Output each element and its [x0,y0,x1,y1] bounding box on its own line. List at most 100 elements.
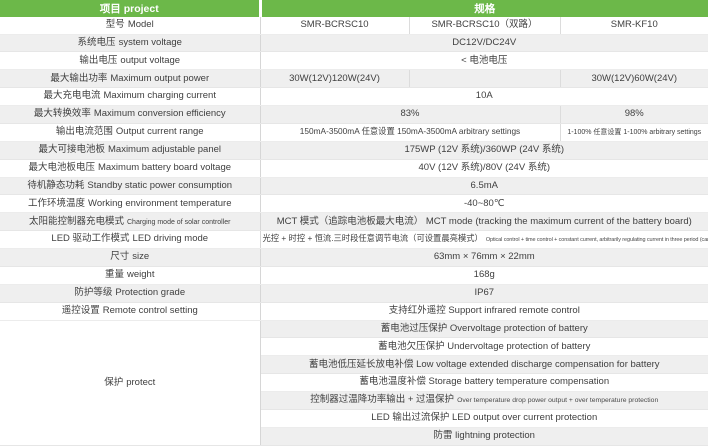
table-row: 最大可接电池板 Maximum adjustable panel 175WP (12… [0,141,708,160]
spec-value-text: < 电池电压 [461,54,508,66]
row-label-cn: 待机静态功耗 [27,179,85,191]
spec-value-text: 40V (12V 系统)/80V (24V 系统) [418,161,550,173]
spec-value-subtext: Optical control + time control + constan… [485,237,708,244]
spec-value-text: -40~80℃ [463,197,505,209]
row-label-cn: 防护等级 [74,287,113,299]
spec-value-text: 蓄电池低压延长放电补偿 Low voltage extended dischar… [308,358,660,370]
row-label-en: Remote control setting [102,304,198,316]
spec-value-cell: 150mA-3500mA 任意设置 150mA-3500mA arbitrary… [259,123,560,142]
table-row: 控制器过温降功率输出 + 过温保护 Over temperature drop p… [0,391,708,410]
spec-value-text: 蓄电池过压保护 Overvoltage protection of batter… [380,322,588,334]
spec-value-cell: MCT 模式（追踪电池板最大电流） MCT mode (tracking the… [259,212,708,232]
table-row: 防护等级 Protection grade IP67 [0,284,708,303]
row-label-cell: 最大电池板电压 Maximum battery board voltage [0,159,261,178]
table-row: 输出电压 output voltage < 电池电压 [0,51,708,71]
header-project-cell: 项目 project [0,0,262,17]
spec-value-cell: 63mm × 76mm × 22mm [259,248,708,267]
header-spec-cell: 规格 [260,0,708,17]
row-label-cn: 型号 [105,19,125,31]
spec-value-text: 175WP (12V 系统)/360WP (24V 系统) [404,144,565,156]
table-header-row: 项目 project 规格 [0,0,708,17]
row-label-cn: 最大电池板电压 [28,161,95,173]
row-label-cn: 最大输出功率 [50,72,108,84]
table-row: 太阳能控制器充电模式 Charging mode of solar control… [0,212,708,232]
row-label-en: Maximum charging current [103,90,216,102]
spec-value-text: 63mm × 76mm × 22mm [433,251,535,263]
spec-value-cell: SMR-BCRSC10（双路） [408,17,560,35]
row-label-en: system voltage [118,36,182,48]
spec-value-text: 支持红外遥控 Support infrared remote control [388,304,580,316]
row-label-en: protect [126,376,156,388]
table-row: 待机静态功耗 Standby static power consumption 6.… [0,177,708,196]
row-label-en: Standby static power consumption [87,179,233,191]
row-label-cn: 输出电压 [79,54,118,66]
spec-value-cell: 蓄电池温度补偿 Storage battery temperature comp… [259,373,708,393]
row-label-cell: 工作环境温度 Working environment temperature [0,194,261,214]
spec-value-text: 蓄电池温度补偿 Storage battery temperature comp… [359,376,610,388]
table-row: 最大充电电流 Maximum charging current 10A [0,87,708,107]
spec-value-cell: 蓄电池过压保护 Overvoltage protection of batter… [259,320,708,339]
row-label-cn: 遥控设置 [61,304,100,316]
row-label-cell: 输出电压 output voltage [0,51,261,71]
spec-value-cell: 10A [259,87,708,107]
row-label-cell: 防护等级 Protection grade [0,284,261,303]
row-label-cell: 重量 weight [0,266,261,285]
spec-value-cell [408,69,560,89]
row-label-cn: 工作环境温度 [28,197,86,209]
row-label-cn: 最大可接电池板 [38,144,105,156]
row-label-en: Maximum output power [110,72,210,84]
spec-value-text: 150mA-3500mA 任意设置 150mA-3500mA arbitrary… [299,126,521,137]
row-label-en: Charging mode of solar controller [127,218,231,226]
spec-value-text: 6.5mA [470,179,498,191]
row-label-cell: 保护 protect [0,320,261,446]
spec-value-cell: 6.5mA [259,177,708,196]
row-label-cell: 输出电流范围 Output current range [0,123,261,142]
spec-value-text: 83% [400,108,420,120]
spec-value-cell: 98% [559,105,708,124]
row-label-cell: LED 驱动工作模式 LED driving mode [0,230,261,250]
row-label-cell: 最大可接电池板 Maximum adjustable panel [0,141,261,160]
row-label-en: Model [127,19,154,31]
row-label-en: Maximum battery board voltage [97,161,232,173]
spec-value-text: 98% [624,108,644,120]
table-row: 重量 weight 168g [0,266,708,285]
spec-value-cell: IP67 [259,284,708,303]
row-label-cell: 最大输出功率 Maximum output power [0,69,261,89]
row-label-en: weight [127,269,155,281]
spec-value-text: 防雷 lightning protection [433,430,535,442]
table-row: 工作环境温度 Working environment temperature -40… [0,194,708,214]
spec-value-text: 蓄电池欠压保护 Undervoltage protection of batte… [378,340,591,352]
row-label-cell: 太阳能控制器充电模式 Charging mode of solar control… [0,212,261,232]
row-label-cell: 待机静态功耗 Standby static power consumption [0,177,261,196]
table-row: 蓄电池温度补偿 Storage battery temperature comp… [0,373,708,393]
spec-value-text: 光控 + 时控 + 恒流.三时段任意调节电流（可设置晨亮模式） [262,233,483,244]
table-row: 保护 protect 蓄电池过压保护 Overvoltage protection … [0,320,708,446]
table-row: 最大电池板电压 Maximum battery board voltage 40V … [0,159,708,178]
spec-value-text: 168g [473,269,495,281]
table-row: 型号 Model SMR-BCRSC10 SMR-BCRSC10（双路） SMR-KF1… [0,17,708,35]
row-label-en: Maximum adjustable panel [108,144,222,156]
spec-value-cell: < 电池电压 [259,51,708,71]
spec-value-cell: 蓄电池欠压保护 Undervoltage protection of batte… [259,337,708,357]
spec-value-text: SMR-BCRSC10 [300,19,369,31]
row-label-en: LED driving mode [132,233,209,245]
spec-value-text: DC12V/DC24V [452,36,517,48]
spec-value-text: 30W(12V)120W(24V) [289,72,380,84]
spec-value-cell: SMR-BCRSC10 [259,17,409,35]
row-label-cn: 最大转换效率 [33,108,91,120]
spec-value-cell: DC12V/DC24V [259,34,708,53]
row-label-cell: 遥控设置 Remote control setting [0,302,261,321]
table-row: LED 驱动工作模式 LED driving mode 光控 + 时控 + 恒流.三… [0,230,708,250]
spec-value-text: 控制器过温降功率输出 + 过温保护 [310,394,455,406]
row-label-cn: 最大充电电流 [43,90,101,102]
row-label-cell: 型号 Model [0,17,261,35]
table-row: 蓄电池欠压保护 Undervoltage protection of batte… [0,337,708,357]
spec-value-text: SMR-BCRSC10（双路） [431,19,538,31]
spec-value-text: 10A [475,90,493,102]
row-label-en: Protection grade [115,287,186,299]
spec-value-cell: 83% [259,105,560,124]
spec-value-cell: 控制器过温降功率输出 + 过温保护 Over temperature drop p… [259,391,708,410]
row-label-cn: 保护 [104,376,124,388]
spec-value-cell: 蓄电池低压延长放电补偿 Low voltage extended dischar… [259,355,708,375]
